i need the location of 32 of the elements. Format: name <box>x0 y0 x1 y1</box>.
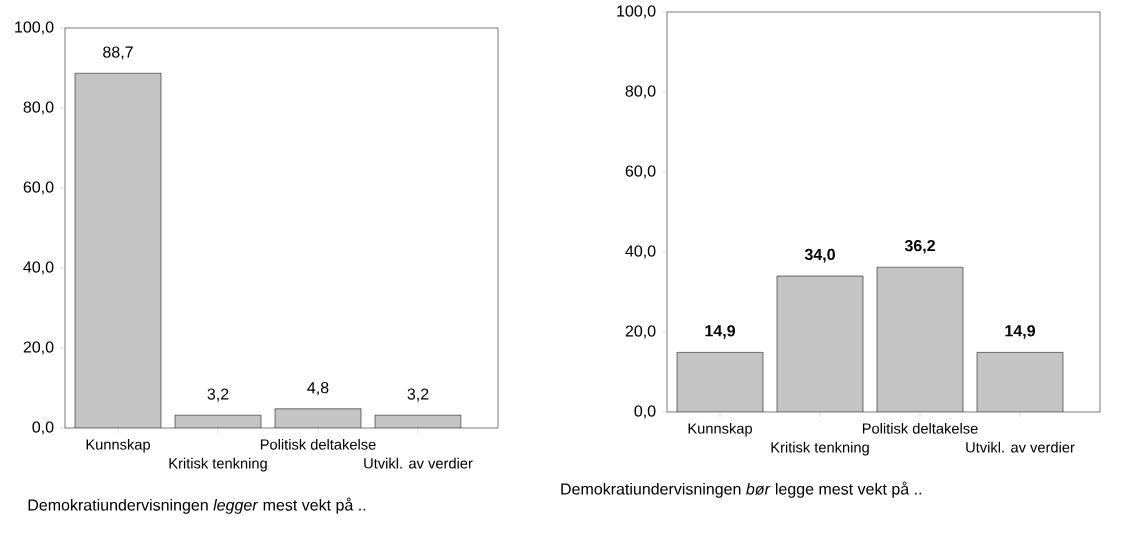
data-label: 14,9 <box>1005 325 1035 339</box>
y-tick-label: 60,0 <box>23 181 54 195</box>
y-tick-label: 20,0 <box>23 341 54 355</box>
x-axis-title: Demokratiundervisningen legger mest vekt på .. <box>28 497 366 514</box>
data-label: 34,0 <box>804 248 835 263</box>
data-label: 3,2 <box>407 388 429 402</box>
x-axis-title: Demokratiundervisningen bør legge mest vekt på .. <box>561 481 922 498</box>
bar <box>275 408 362 428</box>
x-tick-label: Kunnskap <box>86 438 150 453</box>
y-tick-label: 40,0 <box>625 245 656 259</box>
x-tick-label: Utvikl. av verdier <box>364 457 473 469</box>
y-tick-label: 100,0 <box>15 21 54 35</box>
y-tick-label: 80,0 <box>23 101 54 115</box>
bar <box>75 73 161 428</box>
data-label: 36,2 <box>904 239 935 254</box>
x-tick-label: Kritisk tenkning <box>771 441 869 456</box>
x-tick-label: Politisk deltakelse <box>862 422 978 434</box>
x-tick-label: Kunnskap <box>688 422 752 437</box>
y-tick-label: 0,0 <box>32 421 54 435</box>
y-tick-label: 40,0 <box>23 261 54 275</box>
data-label: 14,9 <box>705 325 735 339</box>
y-tick-label: 60,0 <box>625 165 656 179</box>
y-tick-label: 80,0 <box>625 85 656 99</box>
x-tick-label: Kritisk tenkning <box>169 457 267 472</box>
y-tick-label: 100,0 <box>617 5 656 19</box>
data-label: 3,2 <box>207 388 229 402</box>
x-tick-label: Utvikl. av verdier <box>966 441 1075 453</box>
data-label: 4,8 <box>307 381 329 396</box>
data-label: 88,7 <box>103 46 133 60</box>
y-tick-label: 20,0 <box>625 325 656 339</box>
y-tick-label: 0,0 <box>634 405 656 419</box>
x-tick-label: Politisk deltakelse <box>260 438 376 450</box>
